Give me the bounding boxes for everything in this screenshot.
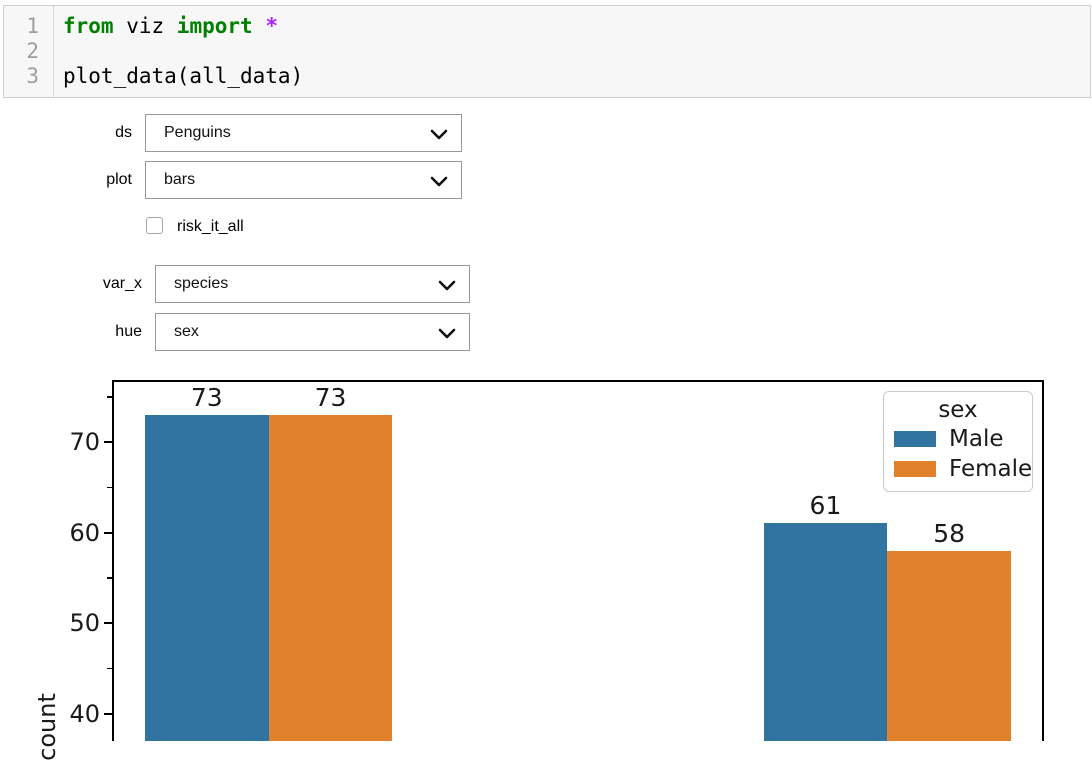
y-major-tick (104, 441, 112, 443)
chart-figure: 73 61 73 58 70 60 50 40 count sex Male Female (0, 360, 1092, 761)
risk-it-all-label: risk_it_all (177, 218, 244, 235)
line-number: 2 (26, 39, 39, 63)
code-line: from viz import * (63, 14, 1090, 39)
y-tick-label: 70 (69, 428, 100, 456)
y-minor-tick (107, 667, 112, 669)
risk-it-all-checkbox[interactable] (146, 217, 163, 234)
code-token-plain: viz (113, 14, 177, 38)
code-token-plain (253, 14, 266, 38)
legend-swatch (894, 431, 936, 447)
legend-entry-label: Female (949, 456, 1033, 482)
legend-title: sex (938, 397, 978, 423)
legend: sex Male Female (883, 391, 1033, 492)
code-token-plain: plot_data(all_data) (63, 64, 304, 88)
code-line: plot_data(all_data) (63, 64, 1090, 89)
code-line (63, 39, 1090, 64)
dropdown-label-hue: hue (115, 323, 142, 340)
y-axis-label: count (33, 693, 61, 761)
legend-swatch (894, 461, 936, 477)
line-number: 1 (26, 14, 39, 38)
bar-female (268, 414, 393, 741)
dropdown-label-ds: ds (115, 124, 132, 141)
axis-spine-right (1042, 380, 1044, 741)
plot-dropdown-value: bars (164, 171, 196, 188)
chevron-down-icon (438, 328, 456, 339)
legend-entry-label: Male (949, 426, 1004, 452)
line-number: 3 (26, 64, 39, 88)
dropdown-label-var-x: var_x (102, 275, 142, 292)
bar-value-label: 61 (809, 491, 842, 521)
chevron-down-icon (430, 176, 448, 187)
ds-dropdown-value: Penguins (164, 124, 231, 141)
bar-value-label: 73 (190, 382, 223, 412)
plot-dropdown[interactable]: bars (145, 161, 462, 199)
var-x-dropdown[interactable]: species (155, 265, 470, 303)
code-editor[interactable]: from viz import * plot_data(all_data) (54, 6, 1090, 97)
hue-dropdown[interactable]: sex (155, 313, 470, 351)
y-minor-tick (107, 396, 112, 398)
dropdown-label-plot: plot (106, 171, 132, 188)
y-major-tick (104, 622, 112, 624)
code-token-keyword: import (176, 14, 253, 38)
hue-dropdown-value: sex (174, 323, 199, 340)
y-tick-label: 60 (69, 518, 100, 547)
var-x-dropdown-value: species (174, 275, 229, 292)
legend-entry: Female (894, 454, 1032, 484)
ds-dropdown[interactable]: Penguins (145, 114, 462, 152)
chevron-down-icon (438, 280, 456, 291)
y-major-tick (104, 531, 112, 534)
axis-spine-top (112, 380, 1044, 382)
bar-male (763, 523, 888, 741)
y-tick-label: 50 (69, 609, 100, 637)
y-minor-tick (107, 577, 112, 579)
bar-value-label: 73 (314, 382, 347, 412)
y-major-tick (104, 712, 112, 715)
axis-spine-left (112, 380, 114, 741)
bar-value-label: 58 (933, 518, 966, 548)
bar-male (144, 414, 269, 741)
y-tick-label: 40 (69, 699, 100, 728)
code-token-operator: * (265, 14, 278, 38)
chevron-down-icon (430, 129, 448, 140)
bar-female (887, 550, 1012, 741)
legend-entry: Male (894, 424, 1032, 454)
code-token-keyword: from (63, 14, 114, 38)
y-minor-tick (107, 486, 112, 488)
